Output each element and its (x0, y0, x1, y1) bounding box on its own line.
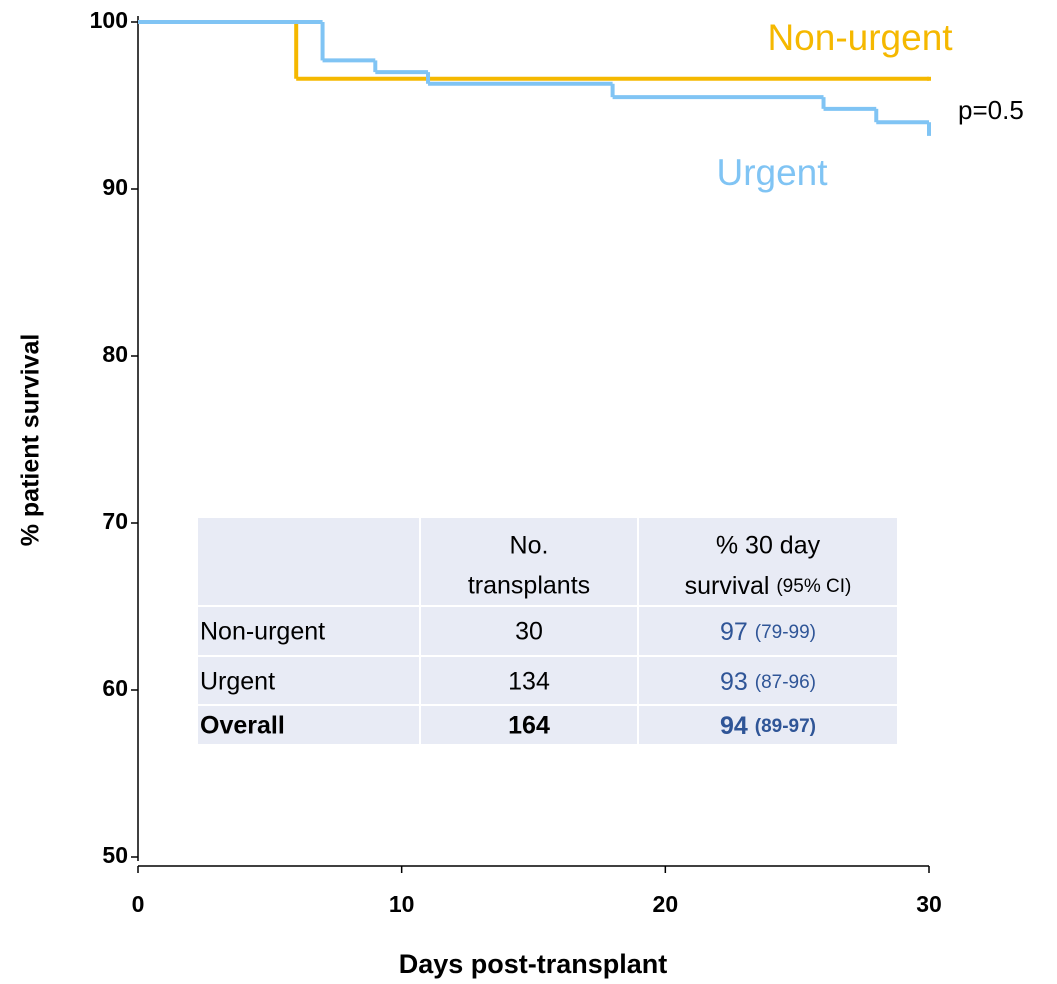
survival-value: 93 (720, 668, 748, 696)
x-tick-label: 20 (653, 891, 679, 917)
survival-ci: (87-96) (755, 672, 816, 693)
table-cell (637, 655, 899, 706)
survival-value: 94 (720, 712, 748, 740)
y-axis-label: % patient survival (17, 334, 45, 547)
y-tick-label: 70 (102, 508, 128, 534)
series-label: Non-urgent (767, 17, 953, 58)
survival-cell: 93 (87-96) (720, 668, 816, 696)
y-tick-label: 80 (102, 341, 128, 367)
column-header: % 30 day (716, 532, 821, 560)
summary-table: No. transplants % 30 day survival (95% CI) N… (196, 516, 899, 746)
survival-cell: 94 (89-97) (720, 712, 816, 740)
column-header: transplants (468, 572, 590, 600)
x-tick-label: 10 (389, 891, 415, 917)
transplant-count: 164 (508, 712, 550, 740)
column-header: survival (95% CI) (685, 572, 852, 600)
series-label: Urgent (716, 152, 828, 193)
header-part: survival (685, 572, 770, 600)
survival-ci: (79-99) (755, 622, 816, 643)
column-header: No. (510, 532, 549, 560)
table-cell (637, 704, 899, 746)
table-cell (637, 516, 899, 607)
survival-curve (138, 20, 931, 136)
y-tick-label: 100 (90, 7, 128, 33)
survival-ci: (89-97) (755, 716, 816, 737)
y-tick-label: 90 (102, 174, 128, 200)
row-label: Overall (200, 712, 285, 740)
table-cell (419, 605, 639, 657)
survival-value: 97 (720, 618, 748, 646)
x-axis-label: Days post-transplant (399, 949, 668, 979)
survival-cell: 97 (79-99) (720, 618, 816, 646)
table-cell (196, 704, 421, 746)
x-tick-label: 30 (916, 891, 942, 917)
table-cell (419, 704, 639, 746)
x-tick-label: 0 (132, 891, 145, 917)
row-label: Urgent (200, 668, 275, 696)
table-cell (419, 655, 639, 706)
row-label: Non-urgent (200, 618, 325, 646)
ci-label: (95% CI) (776, 576, 851, 597)
table-cell (419, 516, 639, 607)
y-tick-label: 50 (102, 842, 128, 868)
p-value: p=0.5 (958, 95, 1024, 125)
y-tick-label: 60 (102, 675, 128, 701)
transplant-count: 134 (508, 668, 550, 696)
table-cell (196, 516, 421, 607)
transplant-count: 30 (515, 618, 543, 646)
